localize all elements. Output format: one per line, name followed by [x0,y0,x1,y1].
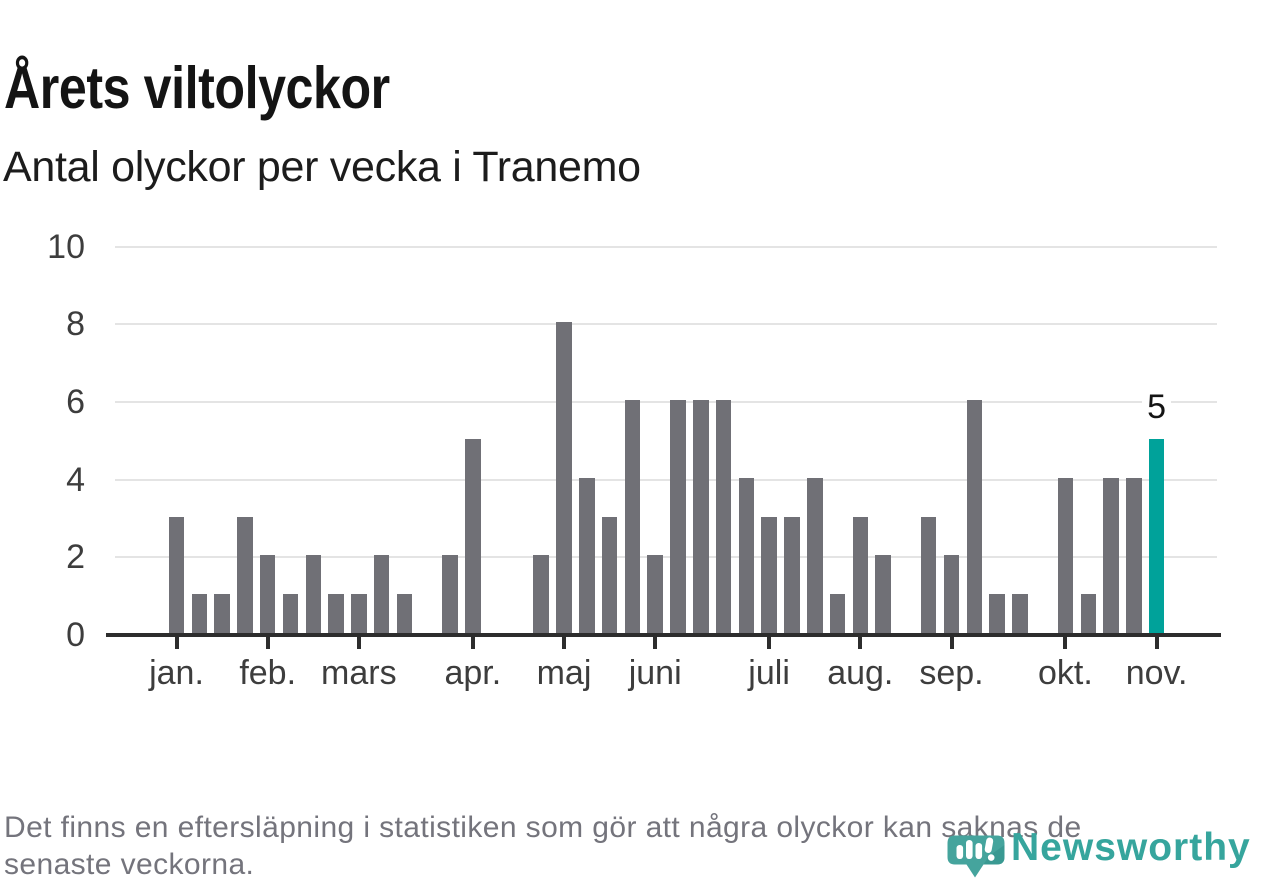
bar [442,555,458,633]
month-tick [949,637,954,649]
bar [624,400,641,633]
month-tick [653,637,658,649]
footnote-line-2: senaste veckorna. [4,848,255,881]
month-label: maj [536,654,592,692]
gridline [115,323,1217,326]
month-label: aug. [827,654,894,692]
y-tick-label: 0 [66,616,85,654]
bar [191,594,207,633]
bar [989,594,1005,633]
bar [829,594,846,633]
bar [943,555,960,633]
chart-subtitle: Antal olyckor per vecka i Tranemo [3,143,641,191]
gridline [115,401,1217,403]
footnote-line-1: Det finns en eftersläpning i statistiken… [4,811,1082,844]
bar [305,555,321,633]
gridline [115,478,1217,481]
bar [647,555,663,633]
month-tick [356,637,361,649]
bar [351,594,367,633]
bar [579,477,595,633]
bar [738,477,755,633]
bar [328,594,344,633]
bar [168,516,185,633]
month-tick [1063,637,1068,649]
bar [670,400,686,633]
bar [1012,594,1028,633]
y-tick-label: 2 [66,538,85,577]
bar [761,516,777,633]
month-label: sep. [919,654,984,692]
month-label: juni [628,654,682,692]
footnote: Det finns en eftersläpning i statistiken… [4,809,1258,883]
page-title: Årets viltolyckor [4,54,390,121]
bar [396,594,413,633]
y-tick-label: 4 [66,460,85,499]
bar [966,400,982,633]
month-label: nov. [1125,654,1188,692]
bar [373,555,390,633]
bar [465,438,481,633]
month-label: jan. [149,654,204,692]
newsworthy-wordmark: Newsworthy [1011,826,1251,869]
month-label: apr. [444,654,502,692]
bar [1057,477,1074,633]
bar [1126,477,1142,633]
month-label: okt. [1037,654,1093,692]
month-label: feb. [239,654,297,692]
y-tick-label: 6 [66,383,85,421]
bar [1103,477,1119,633]
bar [533,555,549,633]
month-tick [767,637,772,649]
month-label: mars [321,654,397,692]
bar [784,516,800,633]
highlight-value-label: 5 [1117,388,1197,426]
month-tick [1154,637,1159,649]
month-tick [265,637,270,649]
month-label: juli [748,654,790,692]
newsworthy-logo: Newsworthy [947,827,1262,879]
x-axis-baseline [106,633,1221,637]
y-tick-label: 8 [66,305,85,344]
y-tick-label: 10 [47,227,85,266]
month-tick [174,637,179,649]
bar [875,555,891,633]
bar [556,322,572,633]
month-tick [470,637,475,649]
bar [693,400,709,633]
bar [601,516,618,633]
bar [715,400,732,633]
bar [807,477,823,633]
month-tick [858,637,863,649]
bar [282,594,299,633]
bar [920,516,937,633]
bar [237,516,253,633]
newsworthy-bar-bubble-icon [947,835,1005,878]
bar [1080,594,1096,633]
gridline [115,556,1217,559]
month-tick [562,637,566,649]
bar [852,516,868,633]
bar [259,555,276,633]
bar [214,594,230,633]
bar [1148,438,1165,633]
gridline [115,245,1217,248]
